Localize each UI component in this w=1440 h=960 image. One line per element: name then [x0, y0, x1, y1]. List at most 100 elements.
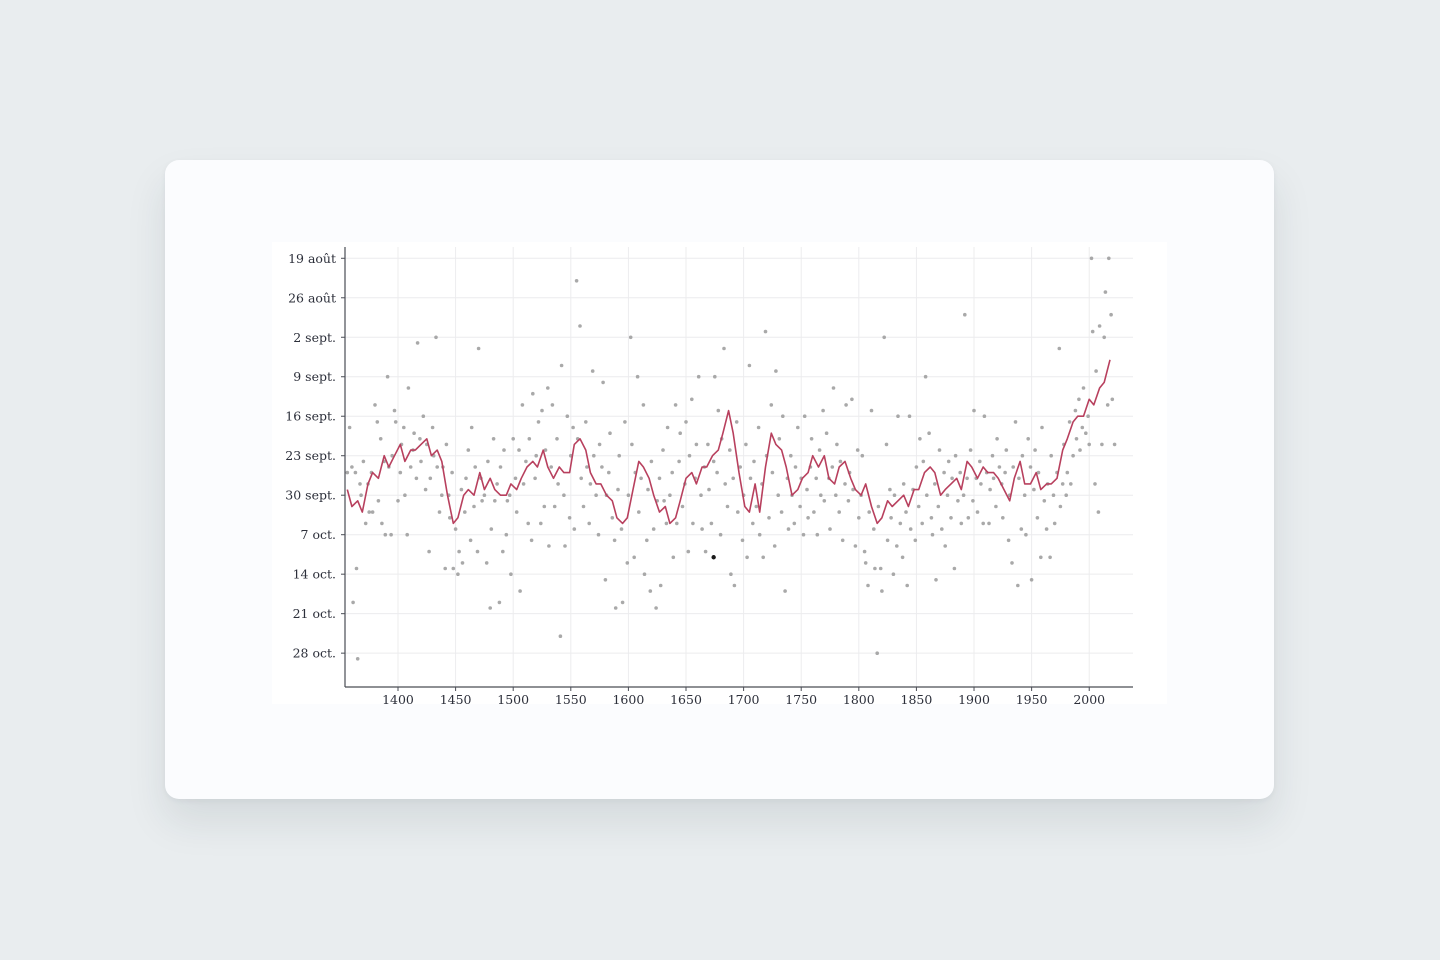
data-point — [511, 437, 515, 441]
data-point — [354, 566, 359, 571]
data-point — [882, 335, 886, 340]
data-point — [421, 414, 426, 419]
data-point — [1040, 425, 1044, 430]
data-point — [533, 476, 537, 481]
data-point — [777, 437, 782, 441]
data-point — [756, 425, 761, 430]
data-point — [769, 403, 774, 407]
data-point — [779, 510, 784, 514]
data-point — [1064, 493, 1068, 498]
data-point — [687, 453, 692, 458]
data-point — [934, 578, 938, 582]
data-point — [798, 504, 802, 509]
data-point — [876, 504, 881, 509]
data-point — [869, 408, 874, 413]
data-point — [805, 487, 809, 492]
data-point — [1003, 470, 1007, 475]
data-point — [617, 453, 621, 458]
data-point — [703, 549, 708, 554]
data-point — [385, 374, 390, 379]
data-point — [456, 572, 460, 576]
data-point — [507, 493, 512, 498]
data-point — [732, 583, 737, 588]
data-point — [616, 487, 620, 492]
data-point — [830, 465, 835, 469]
data-point — [900, 555, 905, 560]
data-point — [696, 374, 701, 379]
data-point — [459, 487, 464, 492]
data-point — [744, 442, 748, 447]
data-point — [925, 493, 929, 498]
x-tick-label: 1900 — [958, 692, 990, 707]
data-point — [1102, 335, 1106, 340]
data-point — [885, 538, 890, 543]
data-point — [846, 499, 851, 503]
data-point — [463, 510, 467, 514]
data-point — [435, 465, 440, 469]
data-point — [972, 408, 976, 413]
data-point — [793, 465, 798, 469]
data-point — [975, 510, 980, 514]
data-point — [884, 442, 889, 447]
data-point — [1060, 482, 1065, 486]
data-point — [1089, 256, 1094, 261]
data-point — [581, 504, 586, 509]
data-point — [952, 566, 957, 571]
data-point — [872, 527, 876, 531]
data-point — [853, 544, 858, 548]
data-point — [565, 414, 570, 419]
data-point — [396, 499, 400, 503]
data-point — [891, 572, 896, 576]
data-point — [648, 589, 653, 593]
data-point — [556, 482, 560, 486]
data-point — [415, 341, 420, 345]
data-point — [567, 516, 572, 520]
y-tick-label: 9 sept. — [293, 369, 336, 384]
data-point — [547, 544, 551, 548]
data-point — [1057, 346, 1062, 351]
data-point — [370, 510, 375, 514]
data-point — [408, 465, 413, 469]
data-point — [584, 420, 588, 424]
data-point — [713, 374, 717, 379]
data-point — [495, 482, 499, 486]
data-point — [482, 493, 487, 498]
data-point — [444, 442, 449, 447]
data-point — [1080, 425, 1085, 430]
data-point — [359, 493, 363, 498]
data-point — [558, 634, 563, 638]
data-point — [933, 482, 937, 486]
data-point — [745, 555, 749, 560]
data-point — [945, 493, 950, 498]
data-point — [1069, 482, 1073, 486]
data-point — [923, 374, 928, 379]
data-point — [448, 516, 452, 520]
data-point — [585, 465, 589, 469]
data-point — [971, 499, 975, 503]
data-point — [375, 420, 380, 424]
data-point — [526, 521, 530, 526]
x-tick-label: 1700 — [728, 692, 760, 707]
x-tick-label: 1550 — [555, 692, 587, 707]
data-point — [603, 578, 608, 582]
data-point — [536, 420, 541, 424]
data-point — [781, 414, 785, 419]
data-point — [718, 532, 723, 537]
data-point — [995, 437, 999, 441]
data-point — [1081, 386, 1086, 390]
data-point — [802, 414, 807, 419]
data-point — [889, 516, 893, 520]
data-point — [428, 476, 433, 481]
data-point — [534, 453, 538, 458]
data-point — [736, 510, 740, 514]
data-point — [824, 431, 829, 436]
data-point — [819, 493, 823, 498]
data-point — [763, 329, 768, 334]
data-point — [513, 476, 518, 481]
data-point — [608, 431, 612, 436]
data-point — [419, 459, 423, 464]
data-point — [491, 437, 496, 441]
data-point — [550, 403, 555, 407]
data-point — [880, 589, 884, 593]
